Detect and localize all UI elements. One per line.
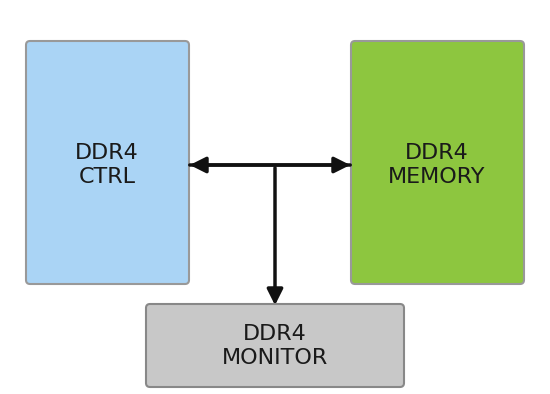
Text: DDR4
MEMORY: DDR4 MEMORY xyxy=(388,143,486,187)
FancyBboxPatch shape xyxy=(146,304,404,387)
Text: DDR4
CTRL: DDR4 CTRL xyxy=(75,143,139,187)
FancyBboxPatch shape xyxy=(26,41,189,284)
Text: DDR4
MONITOR: DDR4 MONITOR xyxy=(222,324,328,368)
FancyBboxPatch shape xyxy=(351,41,524,284)
